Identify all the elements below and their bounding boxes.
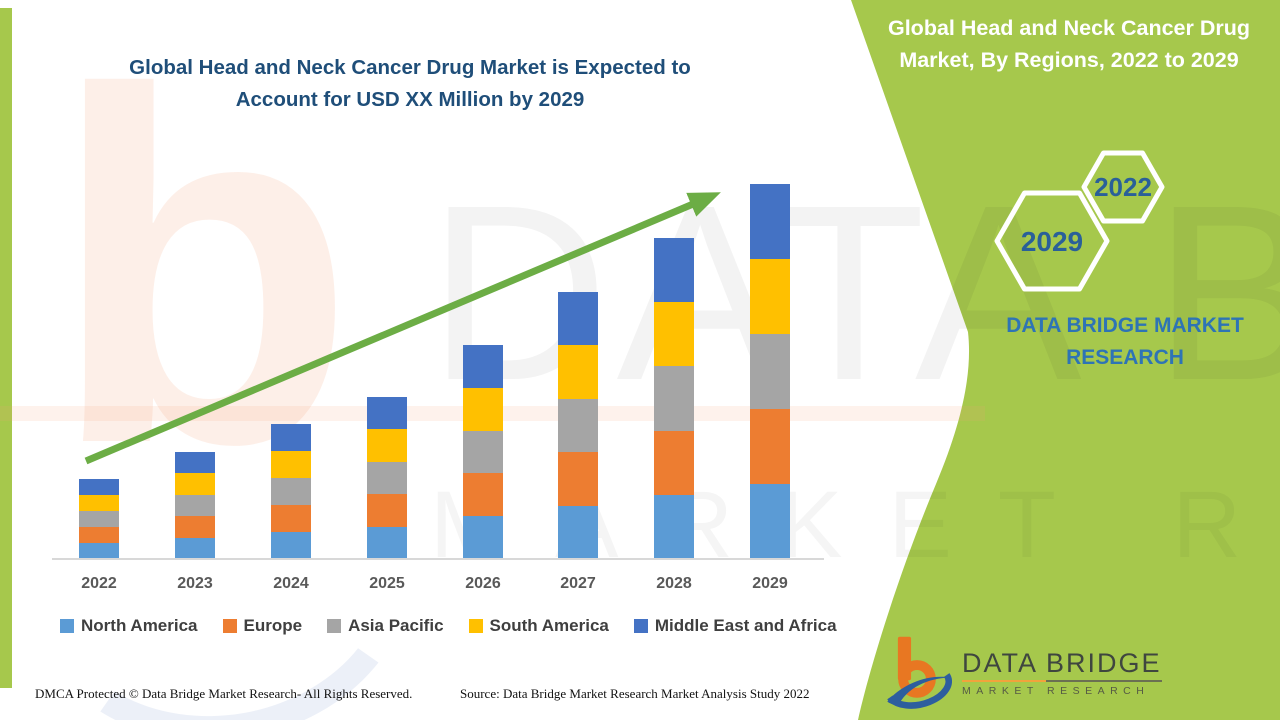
panel-title-line2: Market, By Regions, 2022 to 2029: [899, 48, 1239, 73]
x-axis-label-2029: 2029: [752, 575, 788, 592]
brand-caption-line1: DATA BRIDGE MARKET: [1006, 314, 1244, 337]
bar-segment-2024-europe: [271, 505, 311, 532]
chart-headline-line1: Global Head and Neck Cancer Drug Market …: [129, 56, 691, 79]
company-logo-icon: [887, 636, 952, 709]
bar-segment-2028-north-america: [654, 494, 694, 559]
left-accent-strip: [0, 8, 12, 688]
legend: North America Europe Asia Pacific South Ame…: [60, 616, 837, 636]
bar-segment-2025-europe: [367, 494, 407, 527]
x-axis-label-2025: 2025: [369, 575, 405, 592]
legend-swatch: [633, 619, 648, 633]
bar-segment-2023-north-america: [175, 537, 215, 559]
bar-segment-2025-north-america: [367, 526, 407, 559]
x-axis-label-2028: 2028: [656, 575, 692, 592]
bar-segment-2029-north-america: [750, 484, 790, 559]
green-panel-shape: [851, 0, 1280, 720]
brand-caption-line2: RESEARCH: [1066, 345, 1184, 369]
chart-headline-line2: Account for USD XX Million by 2029: [235, 87, 585, 111]
legend-item-south-america: South America: [468, 616, 609, 636]
hexagon-2029-label: 2029: [1021, 226, 1083, 257]
bar-segment-2027-north-america: [558, 505, 598, 559]
bar-segment-2022-asia-pacific: [79, 511, 119, 527]
company-logo-rule: [962, 680, 1162, 683]
legend-swatch: [60, 619, 74, 633]
bar-segment-2024-north-america: [271, 532, 311, 559]
legend-item-north-america: North America: [60, 616, 198, 636]
hexagon-2029: [994, 190, 1110, 292]
company-logo: DATA BRIDGE MARKET RESEARCH: [886, 632, 1162, 714]
x-axis-label-2022: 2022: [81, 575, 117, 592]
bar-segment-2026-north-america: [463, 516, 503, 559]
x-axis-label-2027: 2027: [560, 575, 596, 592]
dmca-notice: DMCA Protected © Data Bridge Market Rese…: [35, 686, 413, 701]
x-axis-label-2024: 2024: [273, 575, 309, 592]
year-hexagons: 2022 2029: [994, 150, 1165, 292]
hexagon-2022-label: 2022: [1094, 172, 1152, 202]
bar-segment-2024-asia-pacific: [271, 478, 311, 505]
legend-label: South America: [489, 616, 609, 635]
legend-swatch: [468, 619, 483, 633]
legend-swatch: [222, 619, 237, 633]
bar-segment-2029-asia-pacific: [750, 334, 790, 409]
legend-item-middle-east-and-africa: Middle East and Africa: [633, 616, 837, 636]
legend-label: North America: [81, 616, 198, 635]
chart-headline: Global Head and Neck Cancer Drug Market …: [70, 52, 750, 116]
bar-segment-2022-europe: [79, 527, 119, 543]
legend-item-europe: Europe: [222, 616, 303, 636]
bar-segment-2022-south-america: [79, 495, 119, 511]
panel-title: Global Head and Neck Cancer Drug Market,…: [866, 12, 1272, 77]
bar-segment-2029-middle-east-and-africa: [750, 184, 790, 259]
x-axis-label-2026: 2026: [465, 575, 501, 592]
bar-segment-2025-asia-pacific: [367, 461, 407, 495]
legend-item-asia-pacific: Asia Pacific: [327, 616, 444, 636]
x-axis-line: [52, 558, 824, 560]
hexagon-2022: [1081, 150, 1165, 224]
legend-label: Asia Pacific: [348, 616, 444, 635]
legend-label: Europe: [243, 616, 303, 635]
bar-segment-2022-north-america: [79, 543, 119, 559]
stacked-bar-2029: [750, 184, 790, 559]
bar-segment-2029-south-america: [750, 259, 790, 334]
company-logo-name: DATA BRIDGE: [962, 647, 1162, 678]
bar-segment-2026-europe: [463, 473, 503, 517]
bar-segment-2023-europe: [175, 516, 215, 538]
panel-title-line1: Global Head and Neck Cancer Drug: [887, 16, 1250, 40]
source-note: Source: Data Bridge Market Research Mark…: [460, 686, 810, 701]
company-logo-subtitle: MARKET RESEARCH: [962, 685, 1150, 698]
bar-segment-2023-asia-pacific: [175, 494, 215, 517]
bar-segment-2029-europe: [750, 409, 790, 484]
brand-caption: DATA BRIDGE MARKET RESEARCH: [955, 310, 1280, 373]
x-axis-label-2023: 2023: [177, 575, 213, 592]
bar-segment-2022-middle-east-and-africa: [79, 479, 119, 495]
bar-segment-2023-south-america: [175, 473, 215, 495]
legend-swatch: [327, 619, 342, 633]
stacked-bar-2022: [79, 479, 119, 559]
legend-label: Middle East and Africa: [654, 616, 837, 635]
